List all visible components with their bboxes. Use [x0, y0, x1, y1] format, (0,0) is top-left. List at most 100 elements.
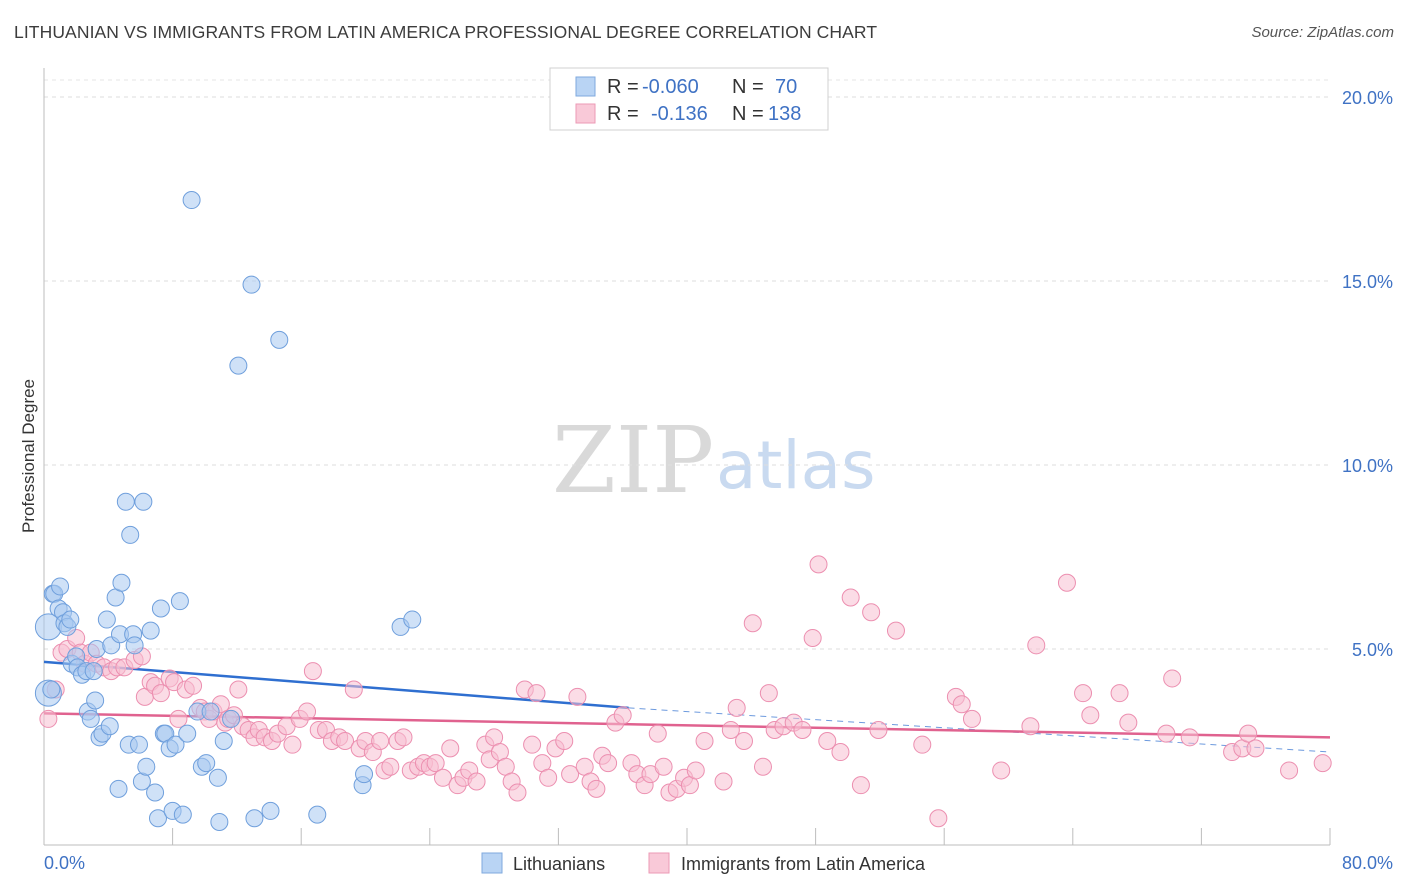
- point-lithuanian: [308, 805, 327, 824]
- legend-swatch-pink: [575, 103, 596, 124]
- point-immigrant: [1313, 754, 1332, 773]
- point-lithuanian: [242, 275, 261, 294]
- point-immigrant: [851, 776, 870, 795]
- point-immigrant: [184, 676, 203, 695]
- point-immigrant: [1246, 739, 1265, 758]
- legend-row-immigrants: R = -0.136 N = 138: [575, 103, 801, 125]
- point-lithuanian: [214, 732, 233, 750]
- point-immigrant: [992, 761, 1011, 780]
- y-tick-label: 15.0%: [1342, 272, 1393, 292]
- point-immigrant: [151, 684, 170, 703]
- point-lithuanian: [208, 768, 227, 787]
- point-immigrant: [1157, 724, 1176, 743]
- point-lithuanian: [403, 610, 422, 629]
- point-immigrant: [433, 768, 452, 787]
- point-lithuanian: [270, 330, 289, 349]
- legend-n-label: N =: [732, 103, 764, 125]
- legend-r-value: -0.136: [651, 103, 708, 125]
- point-immigrant: [283, 735, 302, 754]
- point-lithuanian: [129, 735, 148, 754]
- point-lithuanian: [86, 691, 105, 710]
- point-lithuanian: [84, 662, 103, 681]
- y-tick-label: 10.0%: [1342, 456, 1393, 476]
- point-immigrant: [39, 709, 58, 728]
- point-immigrant: [561, 765, 580, 784]
- point-immigrant: [336, 732, 355, 750]
- point-immigrant: [714, 772, 733, 791]
- point-lithuanian: [148, 809, 167, 828]
- point-immigrant: [886, 621, 905, 640]
- y-tick-label: 20.0%: [1342, 88, 1393, 108]
- y-tick-label: 5.0%: [1352, 640, 1393, 660]
- point-lithuanian: [61, 610, 80, 629]
- point-lithuanian: [355, 765, 374, 784]
- point-lithuanian: [151, 599, 170, 618]
- point-immigrant: [793, 720, 812, 739]
- point-immigrant: [568, 687, 587, 706]
- point-immigrant: [1119, 713, 1138, 732]
- point-immigrant: [1074, 684, 1093, 703]
- point-lithuanian: [222, 709, 241, 728]
- point-immigrant: [759, 684, 778, 703]
- point-lithuanian: [245, 809, 264, 828]
- x-tick-label: 0.0%: [44, 853, 85, 873]
- point-immigrant: [298, 702, 317, 721]
- point-immigrant: [734, 732, 753, 750]
- point-lithuanian: [109, 779, 128, 798]
- point-immigrant: [599, 754, 618, 773]
- point-lithuanian: [121, 525, 140, 544]
- legend-r-value: -0.060: [642, 76, 699, 98]
- tick-labels: 5.0% 10.0% 15.0% 20.0% 0.0% 80.0%: [44, 88, 1393, 873]
- point-immigrant: [862, 603, 881, 622]
- legend-label-immigrants: Immigrants from Latin America: [681, 854, 926, 874]
- point-immigrant: [1163, 669, 1182, 688]
- point-immigrant: [381, 757, 400, 776]
- point-immigrant: [555, 732, 574, 750]
- legend-n-value: 70: [775, 76, 797, 98]
- point-immigrant: [426, 754, 445, 773]
- point-lithuanian: [81, 709, 100, 728]
- point-immigrant: [539, 768, 558, 787]
- point-immigrant: [1239, 724, 1258, 743]
- point-immigrant: [508, 783, 527, 802]
- point-immigrant: [809, 555, 828, 574]
- chart-title: LITHUANIAN VS IMMIGRANTS FROM LATIN AMER…: [14, 22, 878, 42]
- legend-swatch-lithuanians: [481, 852, 503, 874]
- point-immigrant: [913, 735, 932, 754]
- x-tick-label: 80.0%: [1342, 853, 1393, 873]
- series-legend: Lithuanians Immigrants from Latin Americ…: [481, 852, 926, 874]
- trend-line-lithuanians-extension: [628, 707, 1331, 753]
- point-lithuanian: [182, 191, 201, 210]
- point-immigrant: [1057, 573, 1076, 592]
- point-immigrant: [686, 761, 705, 780]
- point-immigrant: [527, 684, 546, 703]
- point-immigrant: [743, 614, 762, 633]
- point-immigrant: [841, 588, 860, 607]
- data-points: [34, 191, 1332, 831]
- point-lithuanian: [137, 757, 156, 776]
- point-immigrant: [1021, 717, 1040, 736]
- point-lithuanian: [170, 592, 189, 611]
- point-immigrant: [654, 757, 673, 776]
- legend-r-label: R =: [607, 76, 639, 98]
- point-immigrant: [1081, 706, 1100, 725]
- point-lithuanian: [173, 805, 192, 824]
- watermark-zip: ZIP: [552, 407, 714, 514]
- point-lithuanian: [42, 680, 61, 699]
- point-immigrant: [371, 732, 390, 750]
- point-lithuanian: [229, 356, 248, 375]
- point-immigrant: [394, 728, 413, 747]
- point-lithuanian: [134, 492, 153, 511]
- point-immigrant: [587, 779, 606, 798]
- point-lithuanian: [125, 636, 144, 655]
- source-label: Source: ZipAtlas.com: [1251, 24, 1394, 41]
- y-axis-label: Professional Degree: [19, 379, 38, 533]
- point-immigrant: [803, 628, 822, 647]
- point-immigrant: [613, 706, 632, 725]
- point-lithuanian: [51, 577, 70, 596]
- trend-line-immigrants: [43, 712, 1331, 739]
- point-lithuanian: [178, 724, 197, 743]
- point-immigrant: [303, 662, 322, 681]
- point-immigrant: [721, 720, 740, 739]
- legend-swatch-immigrants: [648, 852, 670, 874]
